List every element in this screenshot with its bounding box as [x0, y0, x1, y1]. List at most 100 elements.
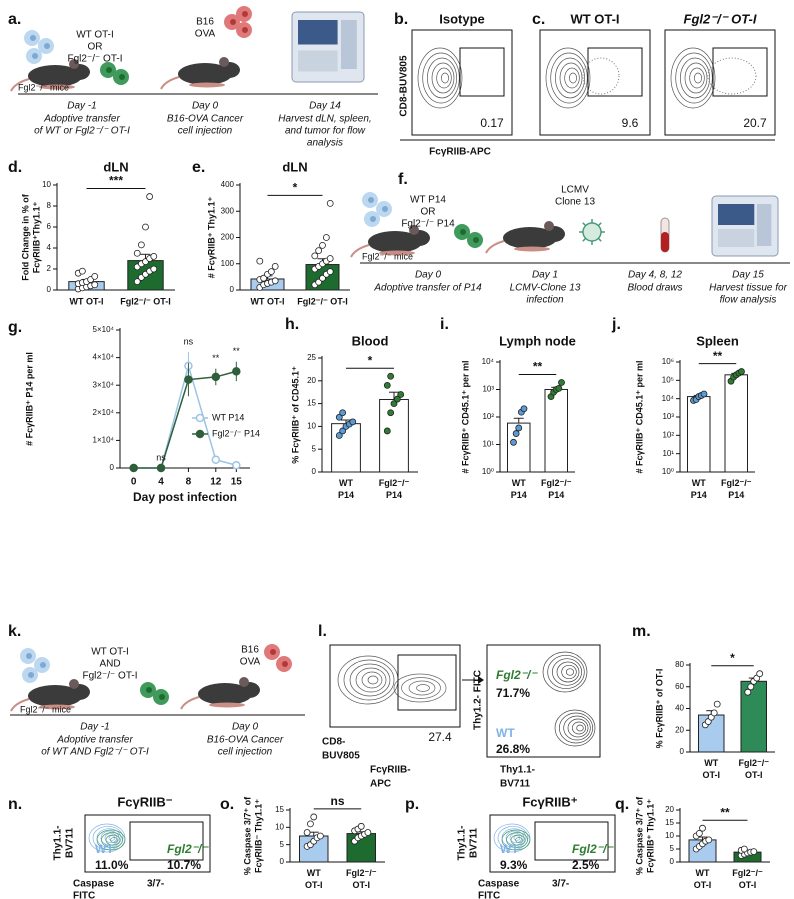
data-point [211, 455, 221, 464]
cell [119, 74, 125, 80]
cell [32, 53, 38, 59]
y-tick-label: 10 [275, 822, 284, 831]
cell [26, 653, 32, 659]
contour [505, 830, 525, 846]
gate [129, 821, 204, 861]
timeline-day: Day 4, 8, 12 [628, 270, 682, 281]
tumor-label: B16 [241, 645, 259, 656]
mouse-feet [189, 82, 225, 88]
legend-label: WT P14 [212, 412, 244, 422]
contour [554, 57, 586, 99]
axis-label: CD8-BUV805 [399, 55, 410, 117]
x-tick-label: 12 [210, 477, 222, 488]
plot-frame [489, 814, 616, 873]
data-point [705, 836, 713, 844]
cell [28, 672, 34, 678]
x-tick-label: Fgl2⁻/⁻ P14 [541, 478, 572, 500]
y-tick-label: 5 [280, 840, 285, 849]
annotation: ns [184, 336, 194, 346]
data-point [307, 820, 314, 828]
data-point [555, 384, 563, 392]
data-point [184, 375, 193, 384]
cell [242, 11, 248, 17]
annotation: ** [212, 353, 220, 363]
timeline-text: Adoptive transfer [43, 114, 120, 125]
contour [506, 832, 528, 848]
data-point [315, 247, 323, 255]
y-axis-label: # FcγRIIB⁺ CD45.1⁺ per ml [634, 360, 644, 473]
gate [712, 47, 768, 97]
panel-label: g. [8, 319, 22, 336]
contour [401, 677, 441, 699]
contour [393, 673, 447, 703]
y-tick-label: 5×10⁴ [93, 325, 115, 334]
contour [408, 680, 436, 696]
donor-label: OR [421, 207, 436, 218]
panel-label: e. [192, 159, 205, 176]
axis-label: Thy1.1- [457, 825, 468, 860]
y-tick-label: 10³ [482, 385, 494, 394]
panel-label: k. [8, 623, 21, 640]
y-tick-label: 2×10⁴ [93, 408, 115, 417]
axis-label: Caspase [478, 879, 520, 890]
data-point [695, 830, 703, 837]
virus [597, 222, 602, 227]
contour [96, 829, 126, 851]
virus [582, 222, 587, 227]
timeline-text: Adoptive transfer of P14 [373, 283, 482, 294]
chart-title: dLN [282, 159, 307, 174]
data-point [335, 413, 343, 421]
cell [44, 43, 50, 49]
contour [515, 837, 523, 843]
axis-label: FITC [478, 891, 500, 899]
timeline-day: Day 0 [415, 270, 442, 281]
contour [343, 659, 395, 701]
x-tick-label: Fgl2⁻/⁻ OT-I [738, 758, 769, 780]
cell [282, 661, 288, 667]
data-point [133, 278, 141, 286]
donor-label: WT P14 [410, 195, 446, 206]
gate [587, 47, 643, 97]
gate-value: 9.6 [622, 116, 639, 130]
cell [382, 206, 388, 212]
panel-label: h. [285, 316, 299, 333]
axis-label: FcγRIIB- [370, 765, 411, 776]
contour [689, 67, 705, 89]
data-point [137, 241, 145, 249]
contour [684, 62, 708, 94]
mouse-tail [160, 76, 180, 90]
flow-cytometer [756, 204, 772, 246]
y-tick-label: 0 [680, 747, 685, 756]
timeline-text: of WT AND Fgl2⁻/⁻ OT-I [41, 747, 149, 758]
contour [563, 715, 591, 741]
axis-label: Thy1.2- FITC [473, 670, 484, 730]
significance: ** [720, 805, 730, 819]
x-tick-label: WT P14 [691, 478, 707, 500]
timeline-text: of WT or Fgl2⁻/⁻ OT-I [34, 126, 130, 137]
mouse-tail [180, 696, 200, 710]
contour [550, 52, 588, 104]
mouse-tail [485, 240, 505, 254]
donor-label: WT OT-I [76, 30, 114, 41]
tumor-label: B16 [196, 17, 214, 28]
x-tick-label: Fgl2⁻/⁻ P14 [379, 478, 410, 500]
y-tick-label: 100 [221, 259, 235, 268]
virus-label: LCMV [561, 185, 589, 196]
y-tick-label: 400 [221, 180, 235, 189]
virus [597, 237, 602, 242]
data-point [326, 199, 334, 207]
axis-label: CD8- [322, 737, 345, 748]
y-tick-label: 0 [670, 857, 675, 866]
y-tick-label: 10⁶ [662, 357, 674, 366]
contour [679, 57, 711, 99]
donor-label: Fgl2⁻/⁻ OT-I [67, 54, 122, 65]
contour [110, 837, 118, 843]
donor-label: Fgl2⁻/⁻ P14 [401, 219, 455, 230]
axis-label: 3/7- [147, 879, 164, 890]
data-point [232, 460, 241, 470]
chart-title: Lymph node [499, 333, 576, 348]
y-tick-label: 10³ [662, 412, 674, 421]
data-point [150, 265, 158, 273]
contour [547, 654, 585, 690]
contour [567, 718, 589, 738]
